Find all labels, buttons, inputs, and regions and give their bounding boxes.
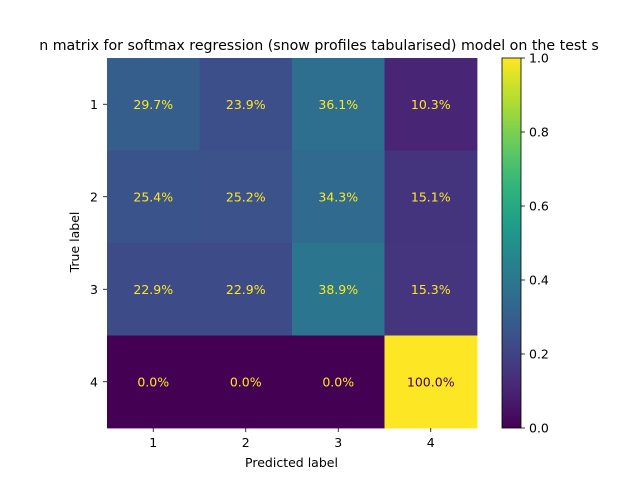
cell-label-1-2: 23.9%	[226, 97, 266, 112]
colorbar-tick-label: 0.4	[529, 273, 549, 288]
heatmap-cell-1-4	[384, 58, 478, 151]
heatmap-cell-2-2	[199, 150, 293, 244]
heatmap-cells	[107, 58, 478, 429]
heatmap-cell-4-2	[199, 335, 293, 429]
heatmap-cell-3-1	[107, 243, 200, 336]
cell-label-3-2: 22.9%	[226, 282, 266, 297]
colorbar: 0.0 0.2 0.4 0.6 0.8 1.0	[501, 51, 549, 436]
cell-label-2-1: 25.4%	[133, 189, 173, 204]
heatmap-cell-labels: 29.7% 23.9% 36.1% 10.3% 25.4% 25.2% 34.3% 15.1%…	[133, 97, 454, 390]
cell-label-4-4: 100.0%	[407, 374, 455, 389]
heatmap-cell-1-3	[292, 58, 385, 151]
heatmap-cell-3-4	[384, 243, 478, 336]
cell-label-3-3: 38.9%	[318, 282, 358, 297]
heatmap-cell-1-1	[107, 58, 200, 151]
y-axis-ticks: 1 2 3 4	[90, 97, 107, 389]
cell-label-3-4: 15.3%	[411, 282, 451, 297]
heatmap-cell-2-1	[107, 150, 200, 244]
cell-label-1-3: 36.1%	[318, 97, 358, 112]
colorbar-tick-label: 0.2	[529, 347, 549, 362]
x-axis-ticks: 1 2 3 4	[149, 428, 435, 450]
y-tick-label: 3	[90, 282, 98, 297]
heatmap-cell-4-3	[292, 335, 385, 429]
cell-label-1-4: 10.3%	[411, 97, 451, 112]
cell-label-3-1: 22.9%	[133, 282, 173, 297]
colorbar-tick-label: 1.0	[529, 51, 549, 66]
heatmap-cell-3-3	[292, 243, 385, 336]
x-tick-label: 2	[242, 435, 250, 450]
x-tick-label: 3	[334, 435, 342, 450]
colorbar-tick-label: 0.8	[529, 125, 549, 140]
colorbar-gradient	[502, 58, 521, 428]
y-axis-label: True label	[67, 212, 82, 274]
heatmap-cell-4-1	[107, 335, 200, 429]
y-tick-label: 4	[90, 374, 98, 389]
cell-label-4-2: 0.0%	[230, 374, 262, 389]
x-axis-label: Predicted label	[245, 455, 338, 470]
heatmap-cell-4-4	[384, 335, 478, 429]
y-tick-label: 1	[90, 97, 98, 112]
heatmap-cell-2-4	[384, 150, 478, 244]
cell-label-2-3: 34.3%	[318, 189, 358, 204]
cell-label-2-2: 25.2%	[226, 189, 266, 204]
colorbar-tick-label: 0.6	[529, 199, 549, 214]
cell-label-4-3: 0.0%	[322, 374, 354, 389]
heatmap-cell-3-2	[199, 243, 293, 336]
y-tick-label: 2	[90, 189, 98, 204]
x-tick-label: 4	[427, 435, 435, 450]
cell-label-1-1: 29.7%	[133, 97, 173, 112]
chart-title: n matrix for softmax regression (snow pr…	[39, 38, 599, 54]
colorbar-tick-label: 0.0	[529, 421, 549, 436]
cell-label-2-4: 15.1%	[411, 189, 451, 204]
heatmap-cell-2-3	[292, 150, 385, 244]
cell-label-4-1: 0.0%	[137, 374, 169, 389]
heatmap-cell-1-2	[199, 58, 293, 151]
x-tick-label: 1	[149, 435, 157, 450]
colorbar-frame	[501, 57, 522, 429]
